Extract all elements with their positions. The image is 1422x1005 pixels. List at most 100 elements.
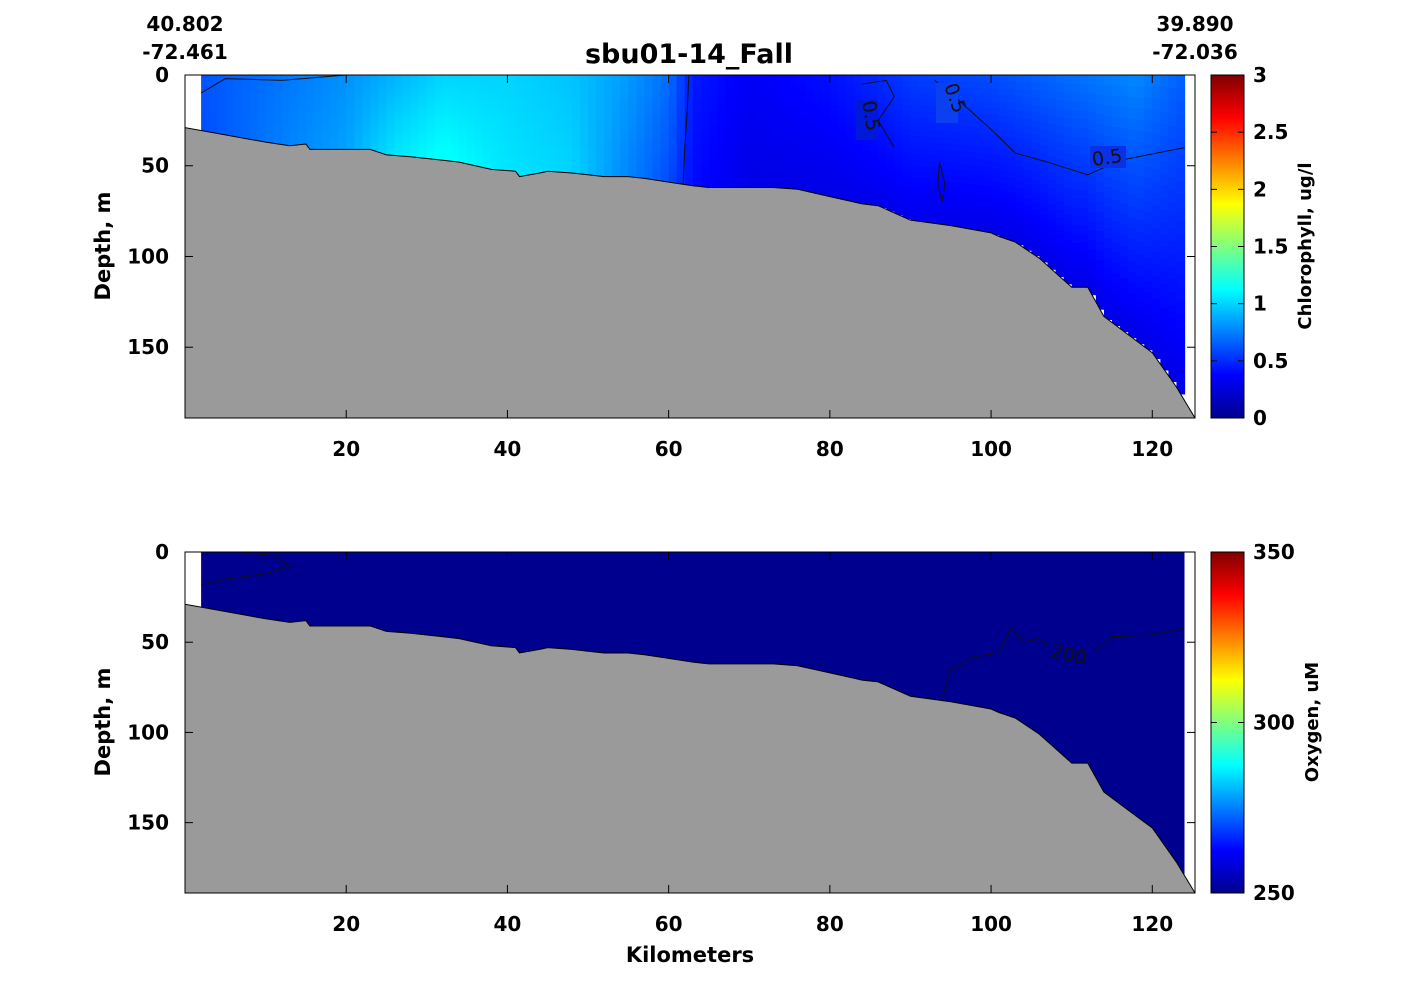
field-cell — [837, 111, 847, 118]
field-cell — [910, 166, 920, 173]
contour-line — [937, 161, 946, 203]
field-cell — [684, 143, 694, 149]
field-cell — [426, 99, 436, 104]
field-cell — [305, 84, 315, 88]
field-cell — [483, 160, 492, 166]
field-cell — [1063, 170, 1073, 180]
field-cell — [829, 75, 839, 81]
field-cell — [612, 96, 621, 101]
field-cell — [886, 148, 895, 155]
field-cell — [983, 120, 992, 128]
field-cell — [1176, 367, 1186, 382]
field-cell — [773, 122, 783, 128]
field-cell — [1095, 231, 1105, 242]
field-cell — [394, 122, 404, 127]
field-cell — [394, 125, 404, 130]
field-cell — [217, 75, 226, 79]
field-cell — [749, 75, 758, 81]
field-cell — [1015, 230, 1024, 239]
field-cell — [1136, 164, 1145, 177]
field-cell — [1144, 155, 1153, 168]
field-cell — [829, 90, 839, 97]
field-cell — [749, 117, 758, 123]
field-cell — [386, 148, 396, 153]
field-cell — [362, 81, 371, 85]
field-cell — [612, 159, 621, 165]
field-cell — [942, 181, 952, 189]
field-cell — [1055, 83, 1065, 93]
field-cell — [273, 75, 283, 79]
field-cell — [660, 79, 670, 85]
field-cell — [555, 147, 565, 153]
chlorophyll-field — [201, 75, 1186, 395]
field-cell — [1031, 210, 1041, 219]
field-cell — [1168, 189, 1178, 204]
field-cell — [862, 85, 871, 92]
field-cell — [813, 79, 823, 86]
field-cell — [676, 152, 686, 158]
field-cell — [249, 83, 259, 87]
field-cell — [338, 99, 347, 104]
field-cell — [217, 119, 226, 123]
field-cell — [902, 92, 912, 100]
field-cell — [1176, 221, 1186, 236]
field-cell — [1111, 179, 1121, 191]
field-cell — [725, 178, 734, 184]
field-cell — [837, 188, 847, 195]
field-cell — [821, 95, 831, 101]
field-cell — [265, 122, 275, 127]
field-cell — [999, 176, 1008, 185]
field-cell — [894, 75, 903, 82]
field-cell — [491, 161, 500, 167]
field-cell — [1136, 287, 1145, 300]
field-cell — [233, 85, 243, 89]
field-cell — [918, 99, 928, 107]
field-cell — [1160, 136, 1169, 150]
field-cell — [1071, 136, 1081, 147]
field-cell — [579, 79, 589, 84]
field-cell — [837, 100, 847, 107]
field-cell — [281, 118, 291, 123]
field-cell — [958, 215, 968, 223]
field-cell — [555, 103, 565, 108]
field-cell — [958, 202, 968, 210]
field-cell — [636, 83, 646, 89]
field-cell — [845, 101, 855, 108]
field-cell — [305, 96, 315, 101]
field-cell — [700, 177, 710, 183]
field-cell — [402, 139, 412, 144]
field-cell — [886, 188, 895, 195]
field-cell — [370, 103, 380, 108]
field-cell — [1079, 172, 1089, 182]
field-cell — [507, 142, 517, 148]
field-cell — [918, 130, 928, 137]
field-cell — [330, 102, 339, 107]
field-cell — [209, 113, 218, 117]
field-cell — [854, 176, 863, 183]
field-cell — [370, 141, 380, 146]
chlorophyll-colorbar-label: Chlorophyll, ug/l — [1295, 162, 1316, 329]
field-cell — [1087, 102, 1097, 113]
field-cell — [966, 222, 976, 230]
field-cell — [322, 140, 331, 144]
field-cell — [894, 98, 903, 105]
field-cell — [322, 137, 331, 141]
field-cell — [354, 90, 363, 95]
field-cell — [918, 142, 928, 150]
field-cell — [322, 106, 331, 110]
field-cell — [999, 75, 1008, 83]
field-cell — [555, 95, 565, 100]
field-cell — [434, 156, 444, 161]
field-cell — [983, 160, 992, 168]
field-cell — [942, 218, 952, 226]
field-cell — [886, 75, 895, 82]
field-cell — [225, 100, 234, 104]
chlorophyll-ylabel: Depth, m — [91, 192, 115, 301]
field-cell — [539, 115, 549, 121]
field-cell — [354, 140, 363, 144]
field-cell — [1063, 205, 1073, 215]
field-cell — [741, 126, 750, 132]
field-cell — [781, 136, 791, 142]
field-cell — [531, 140, 541, 146]
